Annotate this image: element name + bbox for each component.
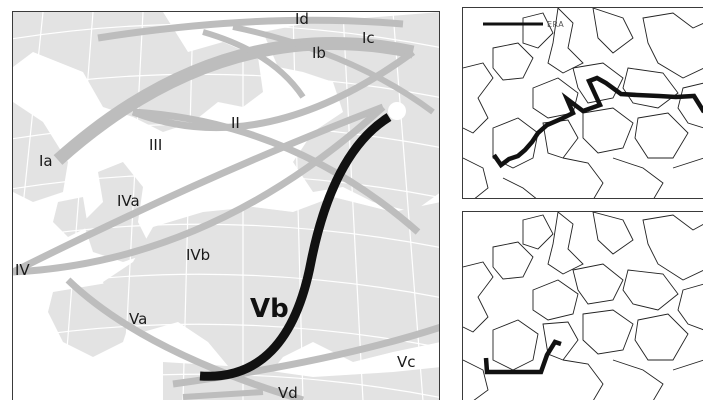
label-ic: Ic — [362, 29, 375, 47]
legend-label: ERA — [547, 20, 564, 29]
track-vb-origin-marker — [388, 102, 406, 120]
inset-map-bottom — [462, 211, 703, 400]
inset-top-track — [492, 75, 703, 169]
track-ivb — [13, 104, 386, 276]
track-ic — [232, 24, 435, 115]
inset-map-top: ERA — [462, 7, 703, 199]
track-ib — [202, 29, 306, 99]
inset-bottom-svg — [463, 212, 703, 400]
label-ii: II — [231, 114, 240, 132]
iberia-land — [48, 282, 133, 357]
iceland-land — [13, 102, 68, 202]
label-ia: Ia — [39, 152, 53, 170]
label-ivb: IVb — [186, 246, 210, 264]
track-id — [97, 16, 404, 42]
gray-tracks — [13, 16, 439, 400]
label-iva: IVa — [117, 192, 140, 210]
inset-top-svg: ERA — [463, 8, 703, 198]
track-vb-highlighted — [199, 113, 392, 381]
track-va — [65, 277, 305, 400]
track-ia — [53, 37, 415, 165]
label-ib: Ib — [312, 44, 326, 62]
label-iii: III — [149, 136, 162, 154]
main-map-svg: Ia Id Ib Ic II III IVa IVb IV Va Vb Vc V… — [13, 12, 439, 400]
britain-land — [83, 162, 153, 262]
label-iv: IV — [15, 261, 30, 279]
scandinavia-land — [13, 12, 263, 132]
track-labels: Ia Id Ib Ic II III IVa IVb IV Va Vb Vc V… — [15, 12, 416, 400]
label-vc: Vc — [397, 353, 416, 371]
track-iva — [13, 103, 385, 276]
track-ii — [131, 49, 416, 132]
label-vb: Vb — [250, 294, 289, 324]
ireland-land — [53, 197, 88, 237]
track-vd — [182, 389, 264, 400]
main-track-map: Ia Id Ib Ic II III IVa IVb IV Va Vb Vc V… — [12, 11, 440, 400]
inset-bottom-borders — [463, 212, 703, 400]
label-va: Va — [129, 310, 147, 328]
label-id: Id — [295, 12, 309, 28]
label-vd: Vd — [278, 384, 298, 400]
inset-bottom-track — [483, 339, 562, 375]
